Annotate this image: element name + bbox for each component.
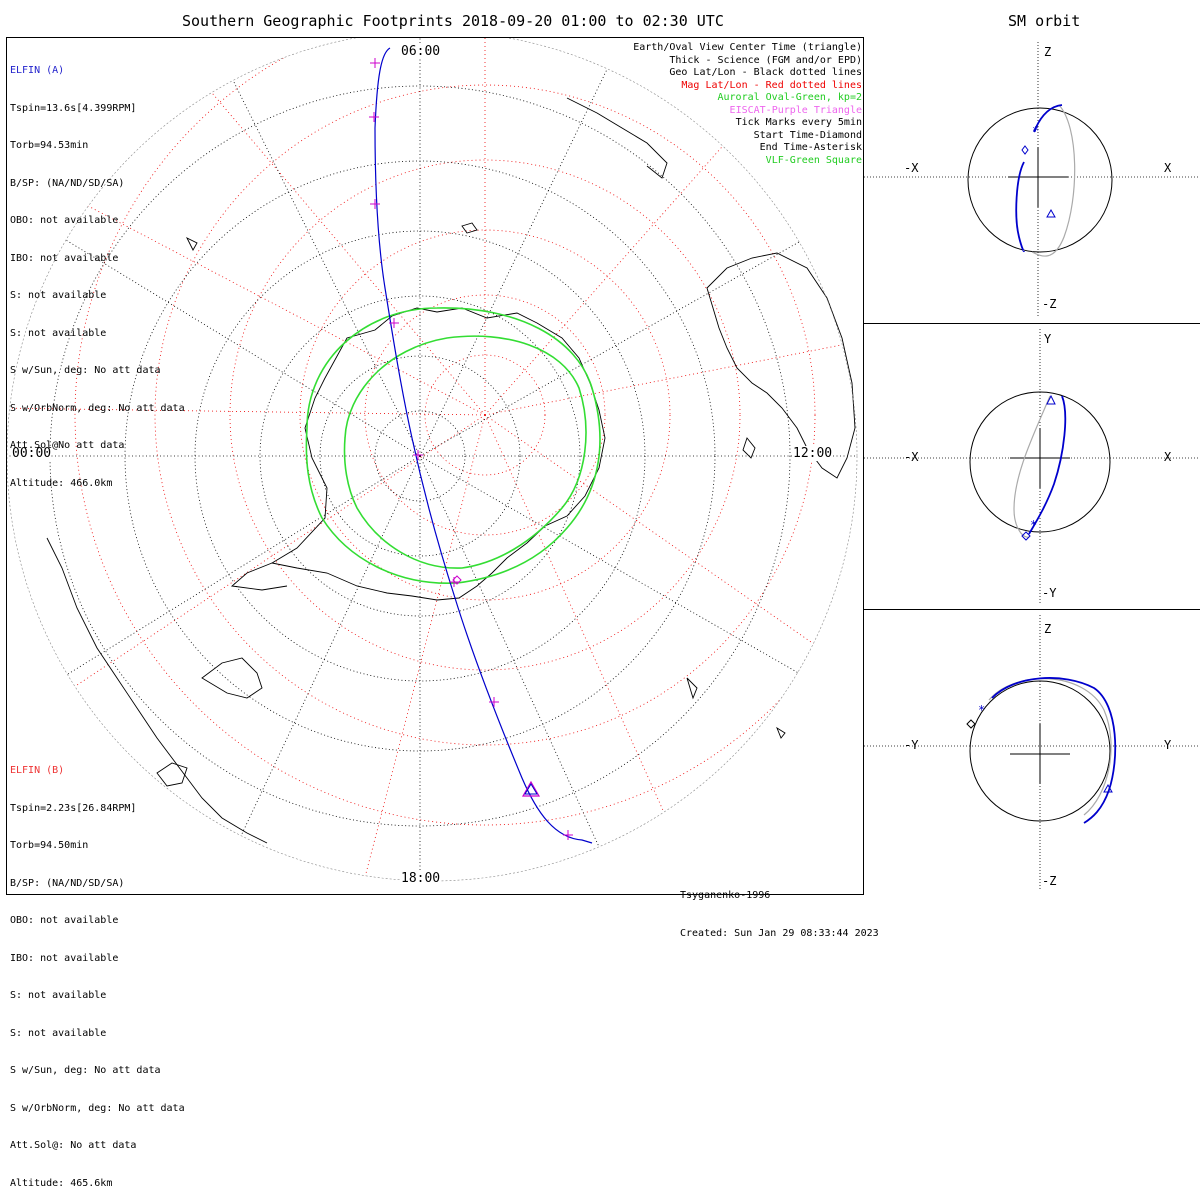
elfin-b-line: S: not available bbox=[10, 990, 107, 1001]
elfin-a-info: ELFIN (A) Tspin=13.6s[4.399RPM] Torb=94.… bbox=[10, 40, 185, 503]
view-center-triangle bbox=[524, 783, 538, 795]
sm-yz-right: Y bbox=[1164, 738, 1172, 752]
elfin-a-line: Altitude: 466.0km bbox=[10, 477, 113, 489]
elfin-b-line: IBO: not available bbox=[10, 952, 119, 964]
svg-text:*: * bbox=[1032, 124, 1039, 138]
tick-marks bbox=[369, 58, 573, 840]
svg-text:*: * bbox=[1030, 518, 1037, 532]
sm-xy-svg: * bbox=[864, 329, 1200, 604]
created-label: Created: Sun Jan 29 08:33:44 2023 bbox=[680, 927, 879, 939]
sm-xz-up: Z bbox=[1044, 45, 1052, 59]
legend-item: Start Time-Diamond bbox=[753, 129, 862, 141]
sm-panel-xz: * Z -Z -X X bbox=[864, 37, 1200, 324]
elfin-b-line: S: not available bbox=[10, 1027, 107, 1039]
sm-yz-left: -Y bbox=[904, 738, 919, 752]
sm-xy-up: Y bbox=[1044, 332, 1052, 346]
sm-xy-down: -Y bbox=[1042, 586, 1057, 600]
sm-yz-up: Z bbox=[1044, 622, 1052, 636]
sm-xz-down: -Z bbox=[1042, 297, 1057, 311]
legend-item: Geo Lat/Lon - Black dotted lines bbox=[669, 67, 862, 78]
elfin-b-line: Att.Sol@: No att data bbox=[10, 1140, 137, 1151]
elfin-b-line: Tspin=2.23s[26.84RPM] bbox=[10, 802, 137, 814]
polar-map-svg bbox=[7, 38, 858, 882]
elfin-a-line: IBO: not available bbox=[10, 252, 119, 264]
legend-item: Earth/Oval View Center Time (triangle) bbox=[633, 42, 862, 53]
auroral-ovals bbox=[305, 307, 601, 584]
elfin-a-line: S w/OrbNorm, deg: No att data bbox=[10, 402, 185, 414]
elfin-b-line: OBO: not available bbox=[10, 915, 119, 926]
globe-limb bbox=[7, 38, 858, 882]
elfin-a-line: B/SP: (NA/ND/SD/SA) bbox=[10, 177, 125, 189]
geo-grid bbox=[7, 38, 857, 881]
sm-orbit-title: SM orbit bbox=[1008, 12, 1081, 30]
legend-item: EISCAT-Purple Triangle bbox=[729, 104, 862, 116]
elfin-a-line: OBO: not available bbox=[10, 215, 119, 226]
model-label: Tsyganenko-1996 bbox=[680, 890, 771, 901]
time-label-12: 12:00 bbox=[793, 446, 833, 461]
sm-yz-svg: * bbox=[864, 615, 1200, 890]
sm-panel-yz: * Z -Z -Y Y bbox=[864, 609, 1200, 895]
elfin-b-name: ELFIN (B) bbox=[10, 765, 65, 776]
elfin-b-line: Altitude: 465.6km bbox=[10, 1177, 113, 1189]
start-diamond bbox=[452, 575, 462, 585]
elfin-a-footprint bbox=[374, 47, 593, 844]
sm-xy-right: X bbox=[1164, 450, 1172, 464]
time-label-18: 18:00 bbox=[401, 871, 441, 886]
legend-item: Tick Marks every 5min bbox=[735, 117, 862, 128]
svg-text:*: * bbox=[978, 703, 985, 717]
footer: Tsyganenko-1996 Created: Sun Jan 29 08:3… bbox=[680, 865, 879, 953]
sm-xz-svg: * bbox=[864, 42, 1200, 317]
sm-xz-right: X bbox=[1164, 161, 1172, 175]
elfin-a-line: Tspin=13.6s[4.399RPM] bbox=[10, 102, 137, 114]
elfin-b-line: S w/Sun, deg: No att data bbox=[10, 1065, 161, 1076]
sm-yz-down: -Z bbox=[1042, 874, 1057, 888]
elfin-b-line: S w/OrbNorm, deg: No att data bbox=[10, 1102, 185, 1114]
legend: Earth/Oval View Center Time (triangle) T… bbox=[633, 42, 862, 167]
elfin-a-line: S: not available bbox=[10, 290, 107, 301]
mag-grid bbox=[7, 38, 857, 881]
elfin-a-line: S: not available bbox=[10, 327, 107, 339]
elfin-a-line: Att.Sol@No att data bbox=[10, 440, 125, 451]
time-label-06: 06:00 bbox=[401, 44, 441, 59]
elfin-b-line: B/SP: (NA/ND/SD/SA) bbox=[10, 877, 125, 889]
elfin-a-line: S w/Sun, deg: No att data bbox=[10, 365, 161, 376]
sm-panel-xy: * Y -Y -X X bbox=[864, 323, 1200, 610]
legend-item: Mag Lat/Lon - Red dotted lines bbox=[681, 79, 862, 91]
legend-item: VLF-Green Square bbox=[765, 154, 862, 166]
legend-item: End Time-Asterisk bbox=[759, 142, 862, 153]
elfin-a-name: ELFIN (A) bbox=[10, 65, 65, 76]
eiscat-triangle bbox=[521, 780, 541, 797]
time-label-00: 00:00 bbox=[12, 446, 52, 461]
elfin-b-line: Torb=94.50min bbox=[10, 840, 89, 851]
legend-item: Thick - Science (FGM and/or EPD) bbox=[669, 54, 862, 66]
elfin-a-line: Torb=94.53min bbox=[10, 140, 89, 151]
plot-title: Southern Geographic Footprints 2018-09-2… bbox=[182, 12, 724, 30]
sm-xy-left: -X bbox=[904, 450, 919, 464]
legend-item: Auroral Oval-Green, kp=2 bbox=[717, 92, 863, 103]
elfin-b-info: ELFIN (B) Tspin=2.23s[26.84RPM] Torb=94.… bbox=[10, 740, 185, 1203]
footprint-map: 06:00 00:00 12:00 18:00 bbox=[6, 37, 864, 895]
sm-xz-left: -X bbox=[904, 161, 919, 175]
